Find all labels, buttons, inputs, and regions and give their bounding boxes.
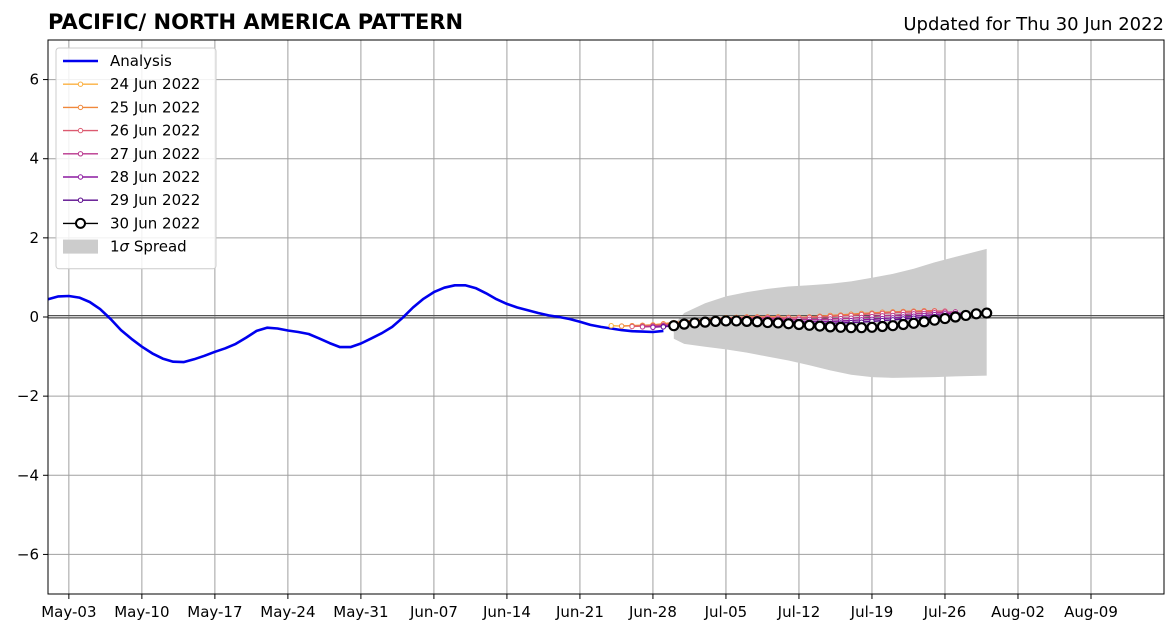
x-tick-label: Jun-28 [628,603,677,621]
data-point [835,321,847,333]
y-tick-label: 4 [29,150,39,168]
x-tick-label: Jul-12 [777,603,821,621]
data-point [689,317,701,329]
data-point [928,314,941,326]
series-analysis [47,283,664,364]
x-tick-label: May-10 [114,603,169,621]
legend-marker [75,217,86,229]
data-point [709,315,722,327]
legend-label: 1σ Spread [110,238,187,256]
data-point [678,318,690,330]
data-point [699,316,711,328]
data-point [741,315,753,327]
data-point [618,323,625,329]
x-axis: May-03 May-10 May-17 May-24 May-31 Jun-07 Jun-… [41,594,1118,621]
chart-subtitle: Updated for Thu 30 Jun 2022 [903,14,1164,35]
data-point [650,324,656,330]
x-tick-label: May-31 [333,603,388,621]
y-tick-label: −4 [17,466,39,484]
legend-marker [77,174,84,180]
data-point [960,309,972,322]
data-point [793,318,805,331]
x-tick-label: Jun-21 [555,603,604,621]
x-tick-label: May-24 [260,603,315,621]
data-point [762,316,774,329]
data-point [918,316,930,328]
x-tick-label: Jul-05 [704,603,748,621]
data-point [845,322,857,334]
y-tick-label: 0 [29,308,39,326]
y-axis: −6 −4 −2 0 2 4 6 [17,71,48,563]
data-point [772,317,784,329]
legend: Analysis 24 Jun 2022 25 Jun 2022 26 Jun 202… [55,47,217,270]
legend-marker [77,197,84,203]
y-tick-label: −6 [17,545,39,563]
data-point [629,323,635,330]
legend-label: 30 Jun 2022 [110,214,200,232]
data-point [668,320,680,332]
series-line [47,283,664,364]
data-point [970,308,982,320]
legend-label: 25 Jun 2022 [110,98,200,116]
x-tick-label: Jun-14 [482,603,531,621]
legend-marker [77,104,84,111]
legend-swatch [63,239,98,254]
data-point [897,318,909,331]
x-tick-label: Jun-07 [409,603,458,621]
x-tick-label: Aug-02 [991,603,1045,621]
legend-label: 29 Jun 2022 [110,191,200,209]
series-30-jun-2022 [668,307,993,334]
data-point [939,312,951,325]
legend-label: 24 Jun 2022 [110,75,200,93]
data-point [908,317,920,329]
chart-title: PACIFIC/ NORTH AMERICA PATTERN [48,10,463,34]
data-point [751,316,763,328]
data-point [949,311,962,323]
data-point [866,321,878,333]
legend-marker [77,151,84,157]
y-tick-label: −2 [17,387,39,405]
legend-label: 27 Jun 2022 [110,145,200,163]
x-tick-label: Jul-26 [923,603,967,621]
data-point [803,319,815,331]
x-tick-label: Jul-19 [850,603,894,621]
data-point [720,315,732,327]
legend-label: 26 Jun 2022 [110,122,200,140]
x-tick-label: Aug-09 [1064,603,1118,621]
data-point [876,320,888,333]
x-tick-label: May-17 [187,603,242,621]
x-tick-label: May-03 [41,603,96,621]
y-tick-label: 2 [29,229,39,247]
data-point [824,321,836,333]
data-point [660,324,667,330]
legend-marker [77,127,84,134]
series [47,283,993,364]
legend-box [55,47,217,270]
data-point [855,322,868,334]
data-point [730,315,742,327]
y-tick-label: 6 [29,71,39,89]
legend-marker [77,81,84,87]
data-point [814,320,826,332]
data-point [639,324,646,330]
data-point [608,323,614,329]
data-point [782,318,795,330]
legend-label: Analysis [110,52,172,70]
data-point [887,320,899,332]
legend-label: 28 Jun 2022 [110,168,200,186]
data-point [981,307,993,319]
